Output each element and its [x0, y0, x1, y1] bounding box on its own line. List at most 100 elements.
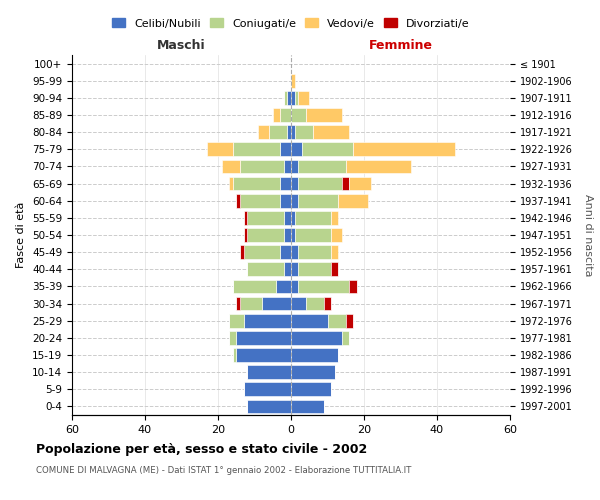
Bar [349, 176, 371, 190]
Bar [284, 160, 291, 173]
Bar [291, 160, 298, 173]
Bar [277, 280, 291, 293]
Y-axis label: Fasce di età: Fasce di età [16, 202, 26, 268]
Bar [298, 91, 309, 104]
Bar [236, 331, 291, 344]
Bar [305, 108, 342, 122]
Text: COMUNE DI MALVAGNA (ME) - Dati ISTAT 1° gennaio 2002 - Elaborazione TUTTITALIA.I: COMUNE DI MALVAGNA (ME) - Dati ISTAT 1° … [36, 466, 412, 475]
Bar [291, 382, 331, 396]
Bar [233, 348, 236, 362]
Bar [291, 296, 305, 310]
Bar [284, 211, 291, 224]
Bar [233, 280, 277, 293]
Bar [258, 126, 269, 139]
Bar [240, 160, 284, 173]
Bar [240, 194, 280, 207]
Bar [291, 126, 295, 139]
Bar [291, 74, 295, 88]
Bar [244, 246, 280, 259]
Text: Femmine: Femmine [368, 38, 433, 52]
Legend: Celibi/Nubili, Coniugati/e, Vedovi/e, Divorziati/e: Celibi/Nubili, Coniugati/e, Vedovi/e, Di… [108, 14, 474, 33]
Bar [331, 228, 342, 242]
Bar [229, 314, 244, 328]
Bar [291, 211, 295, 224]
Bar [236, 194, 240, 207]
Bar [346, 160, 412, 173]
Bar [298, 194, 338, 207]
Bar [342, 331, 349, 344]
Bar [291, 314, 328, 328]
Bar [280, 142, 291, 156]
Bar [291, 176, 298, 190]
Bar [291, 91, 295, 104]
Bar [280, 176, 291, 190]
Bar [233, 176, 280, 190]
Bar [247, 262, 284, 276]
Bar [240, 296, 262, 310]
Bar [247, 400, 291, 413]
Bar [298, 246, 331, 259]
Bar [305, 296, 324, 310]
Bar [295, 91, 298, 104]
Bar [273, 108, 280, 122]
Bar [353, 142, 455, 156]
Bar [331, 262, 338, 276]
Bar [287, 91, 291, 104]
Bar [207, 142, 233, 156]
Bar [349, 280, 356, 293]
Bar [244, 228, 247, 242]
Bar [298, 280, 349, 293]
Bar [291, 366, 335, 379]
Bar [291, 246, 298, 259]
Bar [302, 142, 353, 156]
Bar [291, 108, 305, 122]
Bar [346, 314, 353, 328]
Bar [262, 296, 291, 310]
Bar [331, 211, 338, 224]
Bar [244, 314, 291, 328]
Bar [291, 280, 298, 293]
Text: Popolazione per età, sesso e stato civile - 2002: Popolazione per età, sesso e stato civil… [36, 442, 367, 456]
Bar [236, 296, 240, 310]
Bar [298, 176, 342, 190]
Bar [291, 194, 298, 207]
Bar [244, 382, 291, 396]
Bar [229, 331, 236, 344]
Bar [221, 160, 240, 173]
Bar [240, 246, 244, 259]
Bar [328, 314, 346, 328]
Bar [295, 228, 331, 242]
Bar [233, 142, 280, 156]
Bar [284, 262, 291, 276]
Bar [291, 262, 298, 276]
Bar [244, 211, 247, 224]
Bar [229, 176, 233, 190]
Bar [291, 228, 295, 242]
Bar [280, 108, 291, 122]
Bar [295, 126, 313, 139]
Bar [342, 176, 349, 190]
Bar [295, 211, 331, 224]
Bar [298, 160, 346, 173]
Bar [247, 211, 284, 224]
Bar [291, 331, 342, 344]
Bar [236, 348, 291, 362]
Bar [284, 91, 287, 104]
Bar [291, 400, 324, 413]
Bar [284, 228, 291, 242]
Bar [280, 194, 291, 207]
Text: Maschi: Maschi [157, 38, 206, 52]
Bar [324, 296, 331, 310]
Bar [247, 228, 284, 242]
Bar [298, 262, 331, 276]
Bar [291, 348, 338, 362]
Bar [331, 246, 338, 259]
Bar [287, 126, 291, 139]
Bar [313, 126, 349, 139]
Bar [247, 366, 291, 379]
Bar [291, 142, 302, 156]
Text: Anni di nascita: Anni di nascita [583, 194, 593, 276]
Bar [269, 126, 287, 139]
Bar [338, 194, 368, 207]
Bar [280, 246, 291, 259]
